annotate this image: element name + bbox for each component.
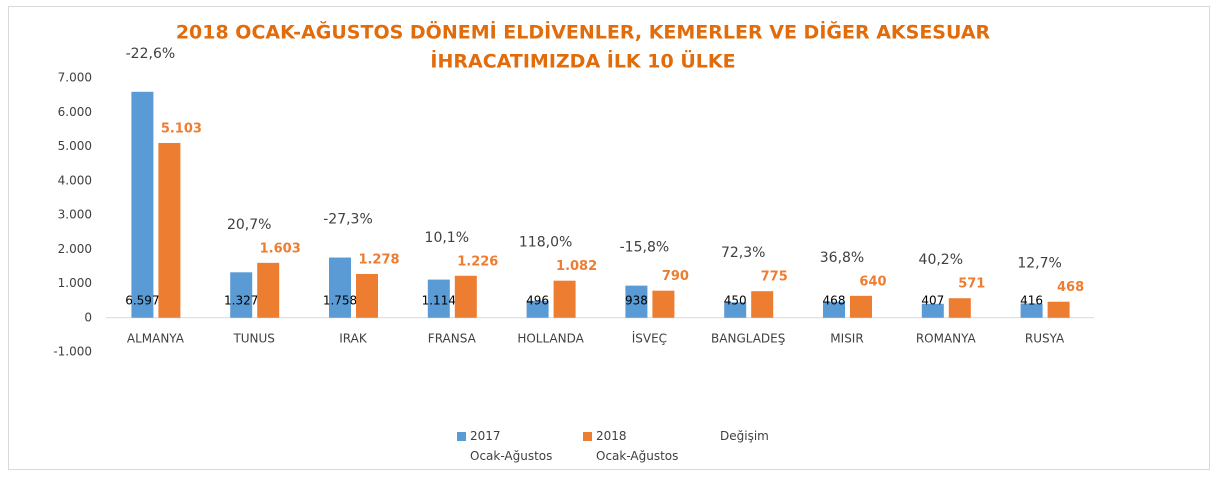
data-label: 1.327 [224,294,258,308]
bar [526,300,549,318]
bar [553,280,576,318]
bar [625,285,648,318]
data-label: 1.278 [358,252,399,267]
y-tick-label: 1.000 [58,276,92,290]
change-label: 40,2% [919,252,963,268]
bar [427,279,450,318]
y-tick-label: 7.000 [58,71,92,85]
bar [329,257,351,318]
data-label: 5.103 [161,121,202,136]
data-label: 450 [724,294,747,308]
bar [724,302,747,318]
data-label: 1.082 [556,259,597,274]
x-tick-label: RUSYA [1025,332,1065,346]
data-label: 496 [526,294,549,308]
x-tick-label: İSVEÇ [632,331,667,346]
data-label: 938 [625,294,648,308]
change-label: -22,6% [126,46,176,62]
data-label: 1.603 [260,241,301,256]
data-label: 407 [921,294,944,308]
data-label: 1.758 [323,294,357,308]
bar [131,91,154,318]
bar [850,295,872,318]
x-tick-label: IRAK [339,332,368,346]
x-tick-label: ROMANYA [916,332,977,346]
y-tick-label: 4.000 [58,173,92,187]
bar [948,298,971,318]
y-tick-label: -1.000 [53,345,92,359]
change-label: 12,7% [1017,256,1061,272]
legend-entry: 2018 Ocak-Ağustos [596,429,679,463]
x-tick-label: HOLLANDA [517,332,584,346]
bar [1047,301,1070,318]
change-label: 10,1% [425,230,469,246]
data-label: 468 [1057,280,1084,295]
change-label: 20,7% [227,217,271,233]
data-label: 468 [823,294,846,308]
bar [652,290,675,318]
bar [454,275,477,318]
x-tick-label: MISIR [830,332,863,346]
change-label: -27,3% [323,212,373,228]
x-tick-label: ALMANYA [127,332,185,346]
bar [356,273,378,318]
chart-title: İHRACATIMIZDA İLK 10 ÜLKE [430,49,735,73]
legend-entry: 2017 Ocak-Ağustos [470,429,553,463]
frame [8,6,1210,470]
bar [257,262,280,318]
bar [158,142,181,318]
legend-swatch [457,432,466,441]
x-tick-label: TUNUS [232,332,275,346]
change-label: -15,8% [620,240,670,256]
y-tick-label: 0 [84,310,92,324]
y-tick-label: 2.000 [58,242,92,256]
bar [230,272,253,318]
y-tick-label: 5.000 [58,139,92,153]
x-tick-label: FRANSA [428,332,477,346]
data-label: 775 [761,270,788,285]
y-tick-label: 6.000 [58,105,92,119]
change-label: 118,0% [519,235,572,251]
bar [751,291,774,318]
bar [921,303,944,318]
legend-entry: Değişim [720,429,769,443]
bar [1020,303,1043,318]
x-tick-label: BANGLADEŞ [711,332,785,346]
data-label: 790 [662,269,689,284]
legend-swatch [583,432,592,441]
chart-title: 2018 OCAK-AĞUSTOS DÖNEMİ ELDİVENLER, KEM… [176,20,991,44]
data-label: 1.114 [422,294,456,308]
y-tick-label: 3.000 [58,208,92,222]
data-label: 571 [958,277,985,292]
change-label: 36,8% [820,250,864,266]
data-label: 1.226 [457,254,498,269]
data-label: 6.597 [125,294,159,308]
data-label: 640 [859,274,886,289]
data-label: 416 [1020,294,1043,308]
change-label: 72,3% [721,245,765,261]
bar [823,301,845,318]
